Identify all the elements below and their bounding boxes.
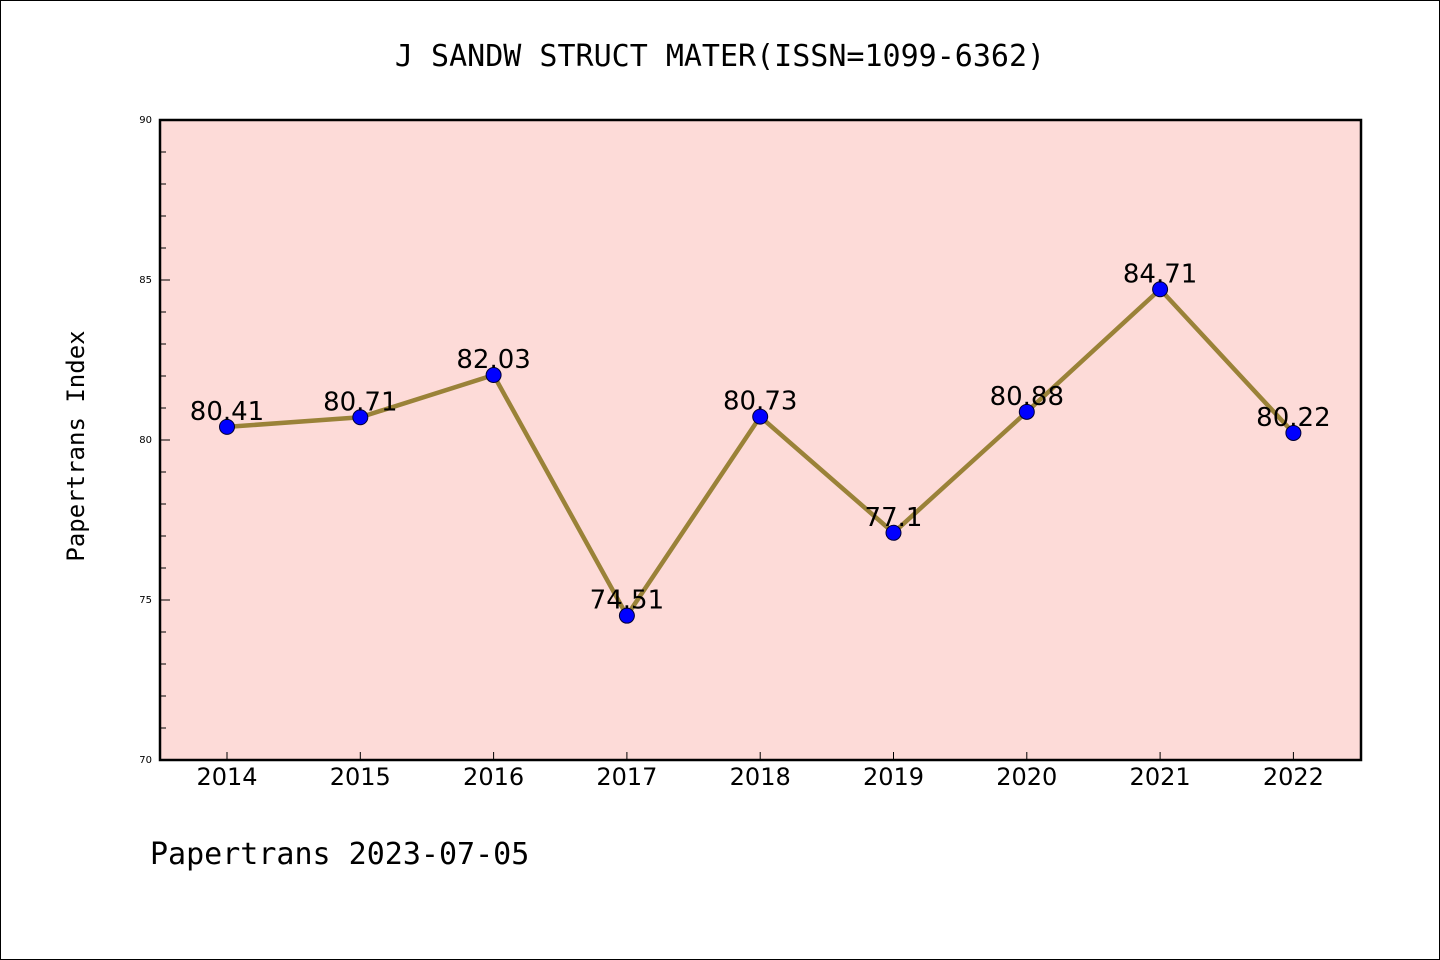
data-point-2022: [1285, 424, 1302, 441]
y-tick-label: 80: [139, 435, 152, 446]
y-tick-label: 70: [139, 755, 152, 766]
x-tick-label: 2017: [596, 763, 657, 791]
x-axis: 2014 2015 2016 2017 2018 2019 2020 2021 2022: [196, 752, 1324, 791]
data-point-2021: [1152, 281, 1169, 298]
data-label-2016: 82.03: [456, 345, 530, 375]
x-tick-label: 2019: [863, 763, 924, 791]
data-label-2018: 80.73: [723, 387, 797, 417]
data-point-2014: [219, 418, 235, 435]
data-point-2019: [885, 524, 902, 541]
y-axis-label: Papertrans Index: [62, 330, 90, 561]
chart-title: J SANDW STRUCT MATER(ISSN=1099-6362): [395, 39, 1045, 74]
data-label-2020: 80.88: [990, 382, 1064, 412]
x-tick-label: 2018: [730, 763, 791, 791]
data-point-2020: [1018, 403, 1035, 420]
plot-area: [158, 118, 1363, 762]
data-labels: 80.41 80.71 82.03 74.51 80.73 77.1 80.88 84.71 8…: [190, 259, 1331, 615]
footer-text: Papertrans 2023-07-05: [150, 837, 529, 872]
y-tick-label: 90: [139, 115, 152, 126]
x-tick-label: 2021: [1130, 763, 1191, 791]
x-tick-label: 2020: [996, 763, 1057, 791]
data-point-2016: [485, 367, 502, 384]
data-label-2022: 80.22: [1256, 403, 1330, 433]
x-tick-label: 2015: [330, 763, 391, 791]
data-label-2019: 77.1: [865, 503, 923, 533]
data-markers: [219, 281, 1302, 624]
data-label-2021: 84.71: [1123, 259, 1197, 289]
x-tick-label: 2016: [463, 763, 524, 791]
data-label-2015: 80.71: [323, 387, 397, 417]
y-tick-label: 75: [139, 595, 152, 606]
data-label-2014: 80.41: [190, 397, 264, 427]
x-tick-label: 2022: [1263, 763, 1324, 791]
data-point-2017: [618, 607, 635, 624]
x-tick-label: 2014: [196, 763, 257, 791]
data-label-2017: 74.51: [590, 586, 664, 616]
y-tick-label: 85: [139, 275, 152, 286]
data-point-2018: [752, 408, 769, 425]
y-axis: 70 75 80 85 90: [139, 115, 170, 766]
data-point-2015: [352, 409, 369, 426]
